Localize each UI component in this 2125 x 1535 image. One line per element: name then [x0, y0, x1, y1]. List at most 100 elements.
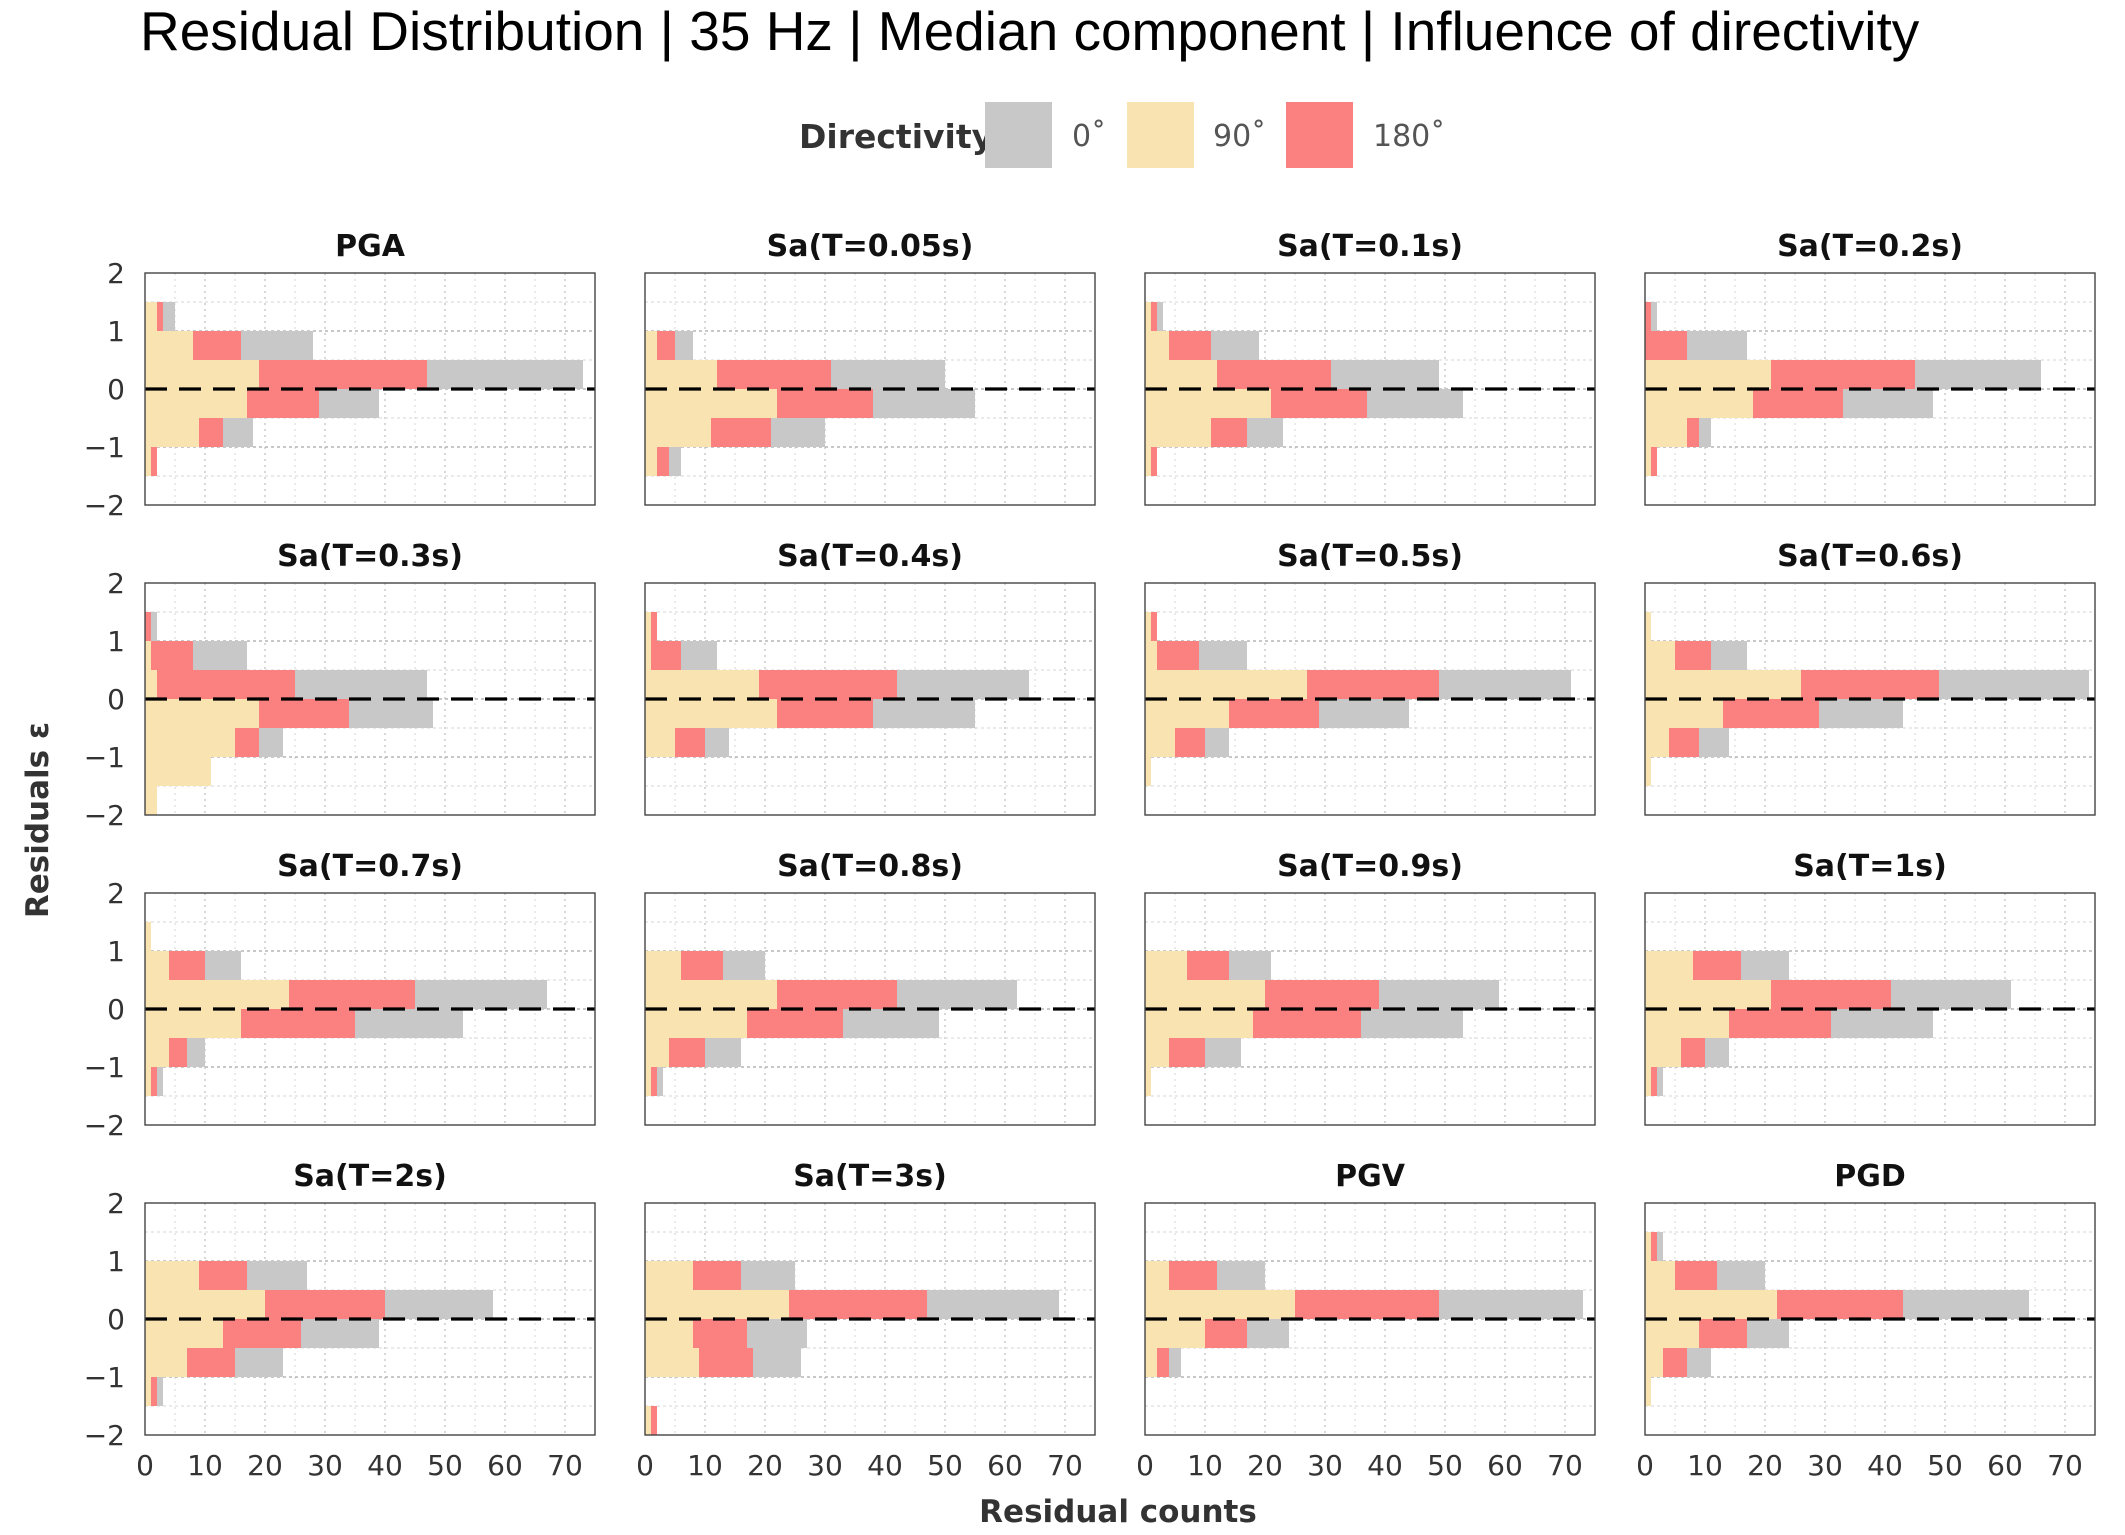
bar-segment: [651, 1406, 657, 1435]
panel-border: [644, 582, 1096, 816]
panel-title: Sa(T=0.2s): [1777, 229, 1963, 264]
bar-segment: [1145, 447, 1151, 476]
bar-segment: [645, 1319, 693, 1348]
bar-segment: [223, 1319, 301, 1348]
bar-segment: [777, 389, 873, 418]
panel-3: Sa(T=0.2s): [1644, 229, 2096, 506]
y-tick-label: 2: [107, 567, 125, 600]
bar-segment: [777, 980, 897, 1009]
bar-segment: [1145, 302, 1151, 331]
bar-segment: [145, 1261, 199, 1290]
bar-segment: [1687, 418, 1699, 447]
panel-4: Sa(T=0.3s) 2 1 0 −1 −2: [84, 539, 596, 832]
bar-segment: [723, 951, 765, 980]
bar-segment: [1645, 1261, 1675, 1290]
panel-title: Sa(T=1s): [1793, 849, 1947, 884]
bar-segment: [1157, 641, 1199, 670]
bar-segment: [645, 1009, 747, 1038]
bar-segment: [1145, 331, 1169, 360]
panel-border: [1144, 582, 1596, 816]
bar-segment: [169, 951, 205, 980]
x-tick-label: 50: [1427, 1449, 1463, 1482]
bar-segment: [651, 641, 681, 670]
x-tick-label: 20: [747, 1449, 783, 1482]
panel-border: [144, 582, 596, 816]
panel-title: Sa(T=3s): [793, 1159, 947, 1194]
bar-segment: [771, 418, 825, 447]
legend-title: Directivity: [799, 117, 993, 156]
bar-segment: [777, 699, 873, 728]
y-tick-label: 1: [107, 625, 125, 658]
bar-segment: [1669, 728, 1699, 757]
bar-segment: [645, 1067, 651, 1096]
bar-segment: [1157, 302, 1163, 331]
bar-segment: [1271, 389, 1367, 418]
panel-14: PGV 0 10 20 30 40 50 60 70: [1136, 1159, 1596, 1482]
panel-border: [644, 1202, 1096, 1436]
bar-segment: [1651, 1232, 1657, 1261]
bar-segment: [145, 641, 151, 670]
legend-label-0: 0˚: [1072, 119, 1106, 154]
bar-segment: [1819, 699, 1903, 728]
bar-segment: [1439, 670, 1571, 699]
bar-segment: [1645, 612, 1651, 641]
bar-segment: [645, 670, 759, 699]
bar-segment: [1915, 360, 2041, 389]
bar-segment: [1645, 641, 1675, 670]
panel-12: Sa(T=2s)210−1−20 10 20 30 40 50 60 70: [84, 1159, 596, 1482]
bar-segment: [1777, 1290, 1903, 1319]
bar-segment: [873, 699, 975, 728]
bar-segment: [1645, 1009, 1729, 1038]
bar-segment: [1151, 612, 1157, 641]
bar-segment: [1367, 389, 1463, 418]
bar-segment: [1145, 1038, 1169, 1067]
bar-segment: [157, 670, 295, 699]
bar-segment: [1145, 612, 1151, 641]
x-tick-label: 20: [1247, 1449, 1283, 1482]
bar-segment: [1645, 1319, 1699, 1348]
bar-segment: [295, 670, 427, 699]
bar-segment: [1229, 699, 1319, 728]
bar-segment: [1657, 1232, 1663, 1261]
bar-segment: [1645, 757, 1651, 786]
bar-segment: [145, 786, 157, 815]
y-tick-label: −2: [84, 1109, 125, 1142]
bar-segment: [1699, 728, 1729, 757]
panel-border: [144, 892, 596, 1126]
bar-segment: [747, 1319, 807, 1348]
bar-segment: [1645, 1290, 1777, 1319]
panel-border: [1644, 1202, 2096, 1436]
bar-segment: [1217, 360, 1331, 389]
panel-10: Sa(T=0.9s): [1144, 849, 1596, 1126]
x-tick-label: 70: [1047, 1449, 1083, 1482]
bar-segment: [145, 389, 247, 418]
panel-8: Sa(T=0.7s) 2 1 0 −1 −2: [84, 849, 596, 1142]
bar-segment: [1157, 1348, 1169, 1377]
panel-title: Sa(T=2s): [293, 1159, 447, 1194]
bar-segment: [385, 1290, 493, 1319]
bar-segment: [675, 728, 705, 757]
panel-1: Sa(T=0.05s): [644, 229, 1096, 506]
panel-border: [644, 892, 1096, 1126]
y-tick-label: 1: [107, 935, 125, 968]
x-tick-label: 0: [1136, 1449, 1154, 1482]
bar-segment: [1651, 302, 1657, 331]
panel-title: Sa(T=0.3s): [277, 539, 463, 574]
bar-segment: [247, 1261, 307, 1290]
bar-segment: [145, 360, 259, 389]
bar-segment: [651, 612, 657, 641]
bar-segment: [415, 980, 547, 1009]
bar-segment: [1723, 699, 1819, 728]
x-tick-label: 10: [687, 1449, 723, 1482]
bar-segment: [1145, 360, 1217, 389]
bar-segment: [205, 951, 241, 980]
bar-segment: [1645, 1377, 1651, 1406]
bar-segment: [241, 331, 313, 360]
bar-segment: [1705, 1038, 1729, 1067]
bar-segment: [1169, 331, 1211, 360]
x-tick-label: 30: [1307, 1449, 1343, 1482]
bar-segment: [645, 447, 657, 476]
bar-segment: [151, 1067, 157, 1096]
bar-segment: [157, 302, 163, 331]
